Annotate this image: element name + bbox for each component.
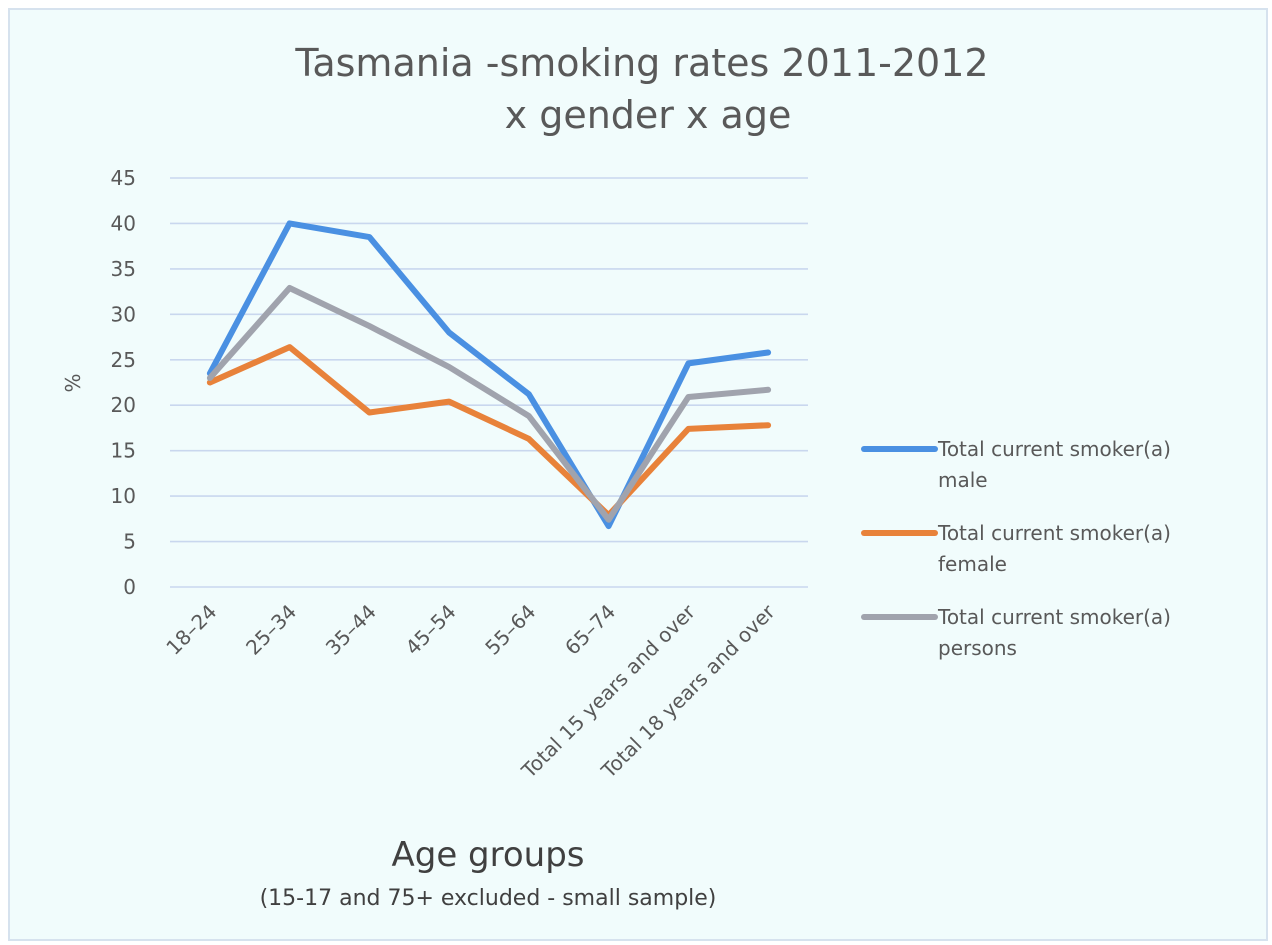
y-tick-label: 15: [111, 439, 136, 463]
x-tick-label: 55–64: [480, 600, 540, 660]
y-tick-label: 25: [111, 348, 136, 372]
chart-title-line2: x gender x age: [505, 93, 792, 137]
chart-title-line1: Tasmania -smoking rates 2011-2012: [294, 41, 988, 85]
x-tick-label: 35–44: [321, 600, 381, 660]
y-axis-ticks: 0 5 10 15 20 25 30 35 40 45: [111, 166, 136, 599]
y-tick-label: 0: [123, 575, 136, 599]
legend-label: Total current smoker(a): [937, 605, 1171, 629]
series-lines: [206, 220, 772, 530]
x-axis-sublabel: (15-17 and 75+ excluded - small sample): [260, 886, 717, 911]
legend-label: female: [938, 552, 1007, 576]
x-tick-label: 18–24: [161, 600, 221, 660]
y-tick-label: 45: [111, 166, 136, 190]
y-tick-label: 20: [111, 393, 136, 417]
y-tick-label: 40: [111, 211, 136, 235]
series-line-2: [206, 344, 772, 519]
series-line-1: [206, 220, 772, 530]
y-tick-label: 10: [111, 484, 136, 508]
y-axis-label: %: [61, 373, 85, 392]
x-axis-label: Age groups: [391, 835, 584, 875]
y-tick-label: 30: [111, 302, 136, 326]
x-tick-label: 65–74: [560, 600, 620, 660]
legend-label: Total current smoker(a): [937, 437, 1171, 461]
legend-label: persons: [938, 636, 1017, 660]
legend-label: Total current smoker(a): [937, 521, 1171, 545]
y-tick-label: 5: [123, 530, 136, 554]
series-line-3: [206, 285, 772, 523]
gridlines: [170, 177, 808, 588]
x-tick-label: 45–54: [401, 600, 461, 660]
x-tick-label: 25–34: [241, 600, 301, 660]
legend: Total current smoker(a) male Total current…: [861, 437, 1171, 660]
legend-label: male: [938, 468, 988, 492]
y-tick-label: 35: [111, 257, 136, 281]
